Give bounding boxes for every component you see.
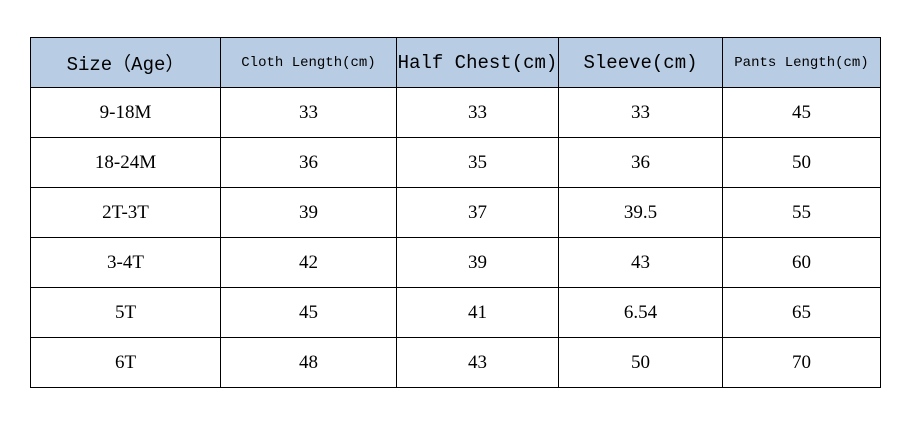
table-row: 6T 48 43 50 70: [30, 337, 881, 388]
header-row: Size（Age） Cloth Length(cm) Half Chest(cm) S…: [30, 37, 881, 88]
table-cell: 36: [558, 137, 723, 188]
header-cell: Half Chest(cm): [396, 37, 559, 88]
table-row: 3-4T 42 39 43 60: [30, 237, 881, 288]
table-cell: 42: [220, 237, 397, 288]
table-cell: 43: [396, 337, 559, 388]
table-cell: 36: [220, 137, 397, 188]
header-cell: Cloth Length(cm): [220, 37, 397, 88]
table-cell: 70: [722, 337, 881, 388]
header-cell: Size（Age）: [30, 37, 221, 88]
header-cell: Sleeve(cm): [558, 37, 723, 88]
table-cell: 33: [396, 87, 559, 138]
table-cell: 6T: [30, 337, 221, 388]
table-cell: 48: [220, 337, 397, 388]
table-cell: 39: [396, 237, 559, 288]
table-cell: 65: [722, 287, 881, 338]
table-cell: 35: [396, 137, 559, 188]
table-body: 9-18M 33 33 33 45 18-24M 36 35 36 50 2T-3T 39 37 39.5…: [30, 87, 881, 388]
table-cell: 3-4T: [30, 237, 221, 288]
table-cell: 5T: [30, 287, 221, 338]
table-cell: 55: [722, 187, 881, 238]
table-cell: 33: [558, 87, 723, 138]
table-cell: 9-18M: [30, 87, 221, 138]
table-cell: 37: [396, 187, 559, 238]
table-cell: 39.5: [558, 187, 723, 238]
table-row: 18-24M 36 35 36 50: [30, 137, 881, 188]
table-cell: 6.54: [558, 287, 723, 338]
table-cell: 41: [396, 287, 559, 338]
table-cell: 33: [220, 87, 397, 138]
table-cell: 18-24M: [30, 137, 221, 188]
table-row: 5T 45 41 6.54 65: [30, 287, 881, 338]
table-cell: 45: [220, 287, 397, 338]
table-cell: 50: [558, 337, 723, 388]
table-cell: 50: [722, 137, 881, 188]
table-row: 2T-3T 39 37 39.5 55: [30, 187, 881, 238]
table-row: 9-18M 33 33 33 45: [30, 87, 881, 138]
table-cell: 39: [220, 187, 397, 238]
header-cell: Pants Length(cm): [722, 37, 881, 88]
table-cell: 2T-3T: [30, 187, 221, 238]
table-cell: 43: [558, 237, 723, 288]
size-table: Size（Age） Cloth Length(cm) Half Chest(cm) S…: [30, 37, 881, 388]
table-cell: 45: [722, 87, 881, 138]
table-cell: 60: [722, 237, 881, 288]
